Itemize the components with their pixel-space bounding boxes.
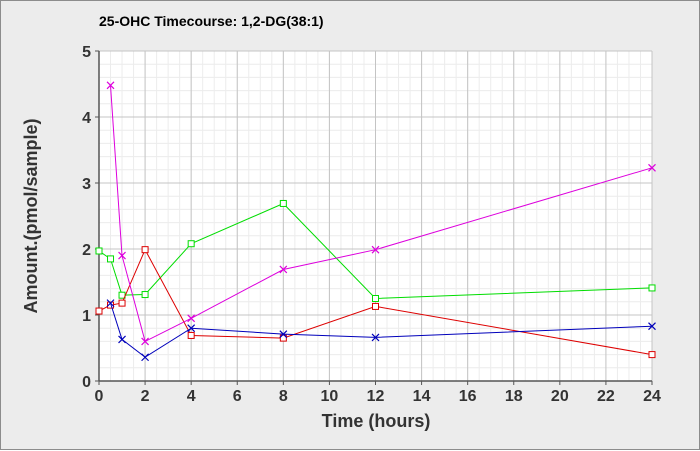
data-point <box>141 337 150 346</box>
data-point <box>371 245 380 254</box>
x-tick-label: 8 <box>279 388 288 405</box>
data-point <box>648 163 656 172</box>
x-tick-label: 0 <box>95 388 104 405</box>
x-tick-label: 6 <box>233 388 242 405</box>
x-tick-label: 10 <box>321 388 339 405</box>
series-layer <box>95 81 656 362</box>
series-line <box>98 202 653 300</box>
series-3 <box>106 299 656 362</box>
series-1 <box>95 199 656 302</box>
data-point <box>118 299 126 307</box>
data-point <box>141 291 149 299</box>
y-tick-label: 3 <box>82 176 91 193</box>
axes <box>95 50 653 385</box>
data-point <box>107 301 115 309</box>
y-tick-label: 5 <box>82 44 91 61</box>
data-point <box>95 307 103 315</box>
x-tick-label: 18 <box>505 388 523 405</box>
data-point <box>279 330 288 339</box>
data-point <box>187 240 195 248</box>
y-tick-label: 1 <box>82 308 91 325</box>
y-tick-label: 2 <box>82 242 91 259</box>
y-axis-label: Amount.(pmol/sample) <box>21 118 41 313</box>
x-tick-label: 22 <box>597 388 615 405</box>
x-tick-label: 2 <box>141 388 150 405</box>
data-point <box>648 322 656 331</box>
data-point <box>106 81 115 90</box>
y-tick-label: 4 <box>82 110 91 127</box>
chart-title: 25-OHC Timecourse: 1,2-DG(38:1) <box>99 13 324 29</box>
data-point <box>118 251 126 260</box>
x-tick-label: 12 <box>367 388 385 405</box>
x-tick-label: 14 <box>413 388 431 405</box>
x-tick-label: 24 <box>643 388 661 405</box>
data-point <box>372 295 379 302</box>
data-point <box>279 334 287 342</box>
data-point <box>106 299 115 308</box>
data-point <box>279 265 288 274</box>
data-point <box>279 199 287 207</box>
data-point <box>648 351 656 359</box>
data-point <box>187 314 196 323</box>
y-tick-label: 0 <box>82 374 91 391</box>
x-tick-label: 20 <box>551 388 569 405</box>
series-4 <box>106 81 656 346</box>
data-point <box>187 331 195 339</box>
data-point <box>187 324 196 333</box>
data-point <box>95 247 103 255</box>
x-tick-label: 16 <box>459 388 477 405</box>
data-point <box>371 333 380 342</box>
data-point <box>648 284 656 292</box>
data-point <box>141 246 149 254</box>
data-point <box>118 335 126 344</box>
data-point <box>107 255 115 263</box>
data-point <box>372 302 379 310</box>
x-tick-label: 4 <box>187 388 196 405</box>
x-axis-label: Time (hours) <box>322 411 431 431</box>
data-point <box>141 353 150 362</box>
